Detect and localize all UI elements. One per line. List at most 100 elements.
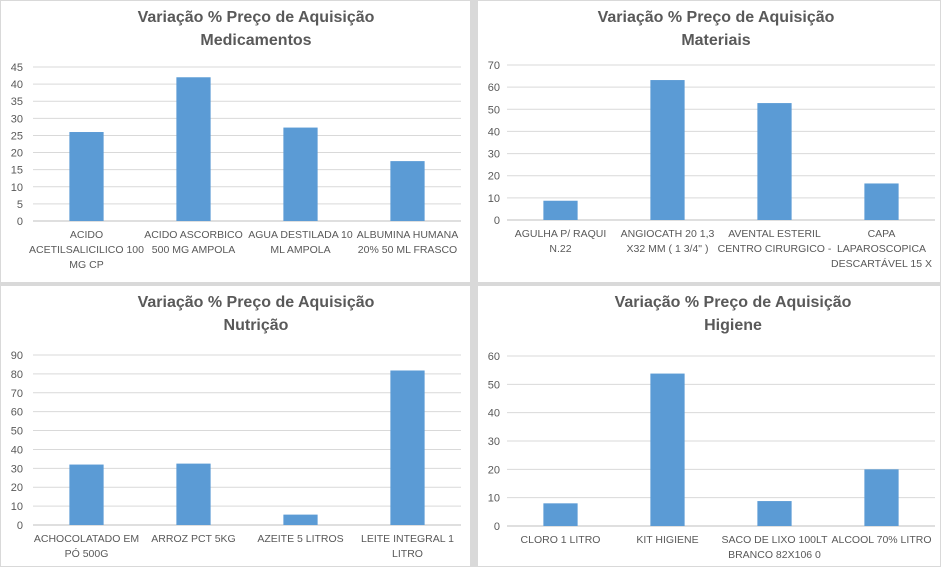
chart-panel-higiene: Variação % Preço de Aquisição Higiene 0 10 2… [477,285,941,567]
category-label-line: AZEITE 5 LITROS [257,533,343,545]
bar [69,464,104,525]
y-tick-label: 0 [17,520,23,532]
bar [864,183,899,220]
category-label: ARROZ PCT 5KG [151,533,235,545]
y-tick-label: 90 [11,350,23,362]
y-tick-label: 20 [488,464,500,476]
y-tick-label: 20 [11,482,23,494]
bar [543,200,578,220]
y-tick-label: 60 [11,407,23,419]
category-label-line: AGUA DESTILADA 10 [248,229,353,241]
category-label-line: LEITE INTEGRAL 1 [361,533,454,545]
category-label: SACO DE LIXO 100LT BRANCO 82X106 0 [721,534,828,561]
chart-panel-medicamentos: Variação % Preço de Aquisição Medicamento… [0,0,471,283]
category-label-line: ACETILSALICILICO 100 [29,244,144,256]
y-tick-label: 30 [11,463,23,475]
category-label-line: 500 MG AMPOLA [152,244,235,256]
category-label-line: N.22 [549,243,571,255]
chart-title-line: Materiais [681,32,750,49]
y-tick-label: 80 [11,369,23,381]
y-tick-label: 35 [11,96,23,108]
y-tick-label: 20 [488,171,500,183]
y-tick-label: 10 [488,193,500,205]
bar [650,373,685,526]
category-label: AGUA DESTILADA 10 ML AMPOLA [248,229,353,256]
category-label: ALBUMINA HUMANA 20% 50 ML FRASCO [357,229,459,256]
bar [176,463,211,525]
category-label: AVENTAL ESTERIL CENTRO CIRURGICO - [718,228,832,255]
chart-title-line: Higiene [704,317,762,334]
category-label: ACIDO ACETILSALICILICO 100 MG CP [29,229,144,271]
chart-panel-nutricao: Variação % Preço de Aquisição Nutrição 0 10… [0,285,471,567]
y-tick-label: 25 [11,130,23,142]
category-label: CAPA LAPAROSCOPICA DESCARTÁVEL 15 X [831,228,932,270]
category-label-line: 20% 50 ML FRASCO [358,244,457,256]
y-tick-label: 10 [11,182,23,194]
bar [390,370,425,525]
y-tick-label: 5 [17,199,23,211]
y-tick-label: 45 [11,62,23,74]
y-tick-label: 40 [488,408,500,420]
category-label-line: ALBUMINA HUMANA [357,229,459,241]
y-tick-label: 70 [11,388,23,400]
category-label-line: LAPAROSCOPICA [837,243,926,255]
bar [283,514,318,525]
category-label-line: KIT HIGIENE [636,534,698,546]
y-tick-label: 70 [488,60,500,72]
category-label: LEITE INTEGRAL 1 LITRO [361,533,454,560]
chart-svg-nutricao: Variação % Preço de Aquisição Nutrição 0 10… [11,294,461,560]
y-tick-label: 0 [17,216,23,228]
category-label-line: CAPA [868,228,896,240]
y-tick-label: 30 [488,436,500,448]
category-label-line: CLORO 1 LITRO [521,534,601,546]
category-label-line: ACIDO ASCORBICO [144,229,243,241]
y-tick-label: 50 [488,379,500,391]
category-label-line: AGULHA P/ RAQUI [515,228,607,240]
bar [757,103,792,220]
chart-svg-medicamentos: Variação % Preço de Aquisição Medicamento… [11,9,461,271]
y-tick-label: 60 [488,82,500,94]
category-label: AGULHA P/ RAQUI N.22 [515,228,607,255]
chart-svg-higiene: Variação % Preço de Aquisição Higiene 0 10 2… [488,294,935,561]
category-label: ACIDO ASCORBICO 500 MG AMPOLA [144,229,243,256]
category-label-line: CENTRO CIRURGICO - [718,243,832,255]
category-label-line: ACHOCOLATADO EM [34,533,139,545]
chart-title-line: Variação % Preço de Aquisição [598,9,835,26]
category-label: CLORO 1 LITRO [521,534,601,546]
chart-panel-materiais: Variação % Preço de Aquisição Materiais 0 1… [477,0,941,283]
category-label-line: X32 MM ( 1 3/4" ) [627,243,709,255]
category-label: AZEITE 5 LITROS [257,533,343,545]
category-label-line: ACIDO [70,229,103,241]
bar [864,469,899,526]
chart-title-line: Medicamentos [200,32,311,49]
category-label-line: DESCARTÁVEL 15 X [831,257,932,270]
bar [283,127,318,221]
y-tick-label: 50 [11,426,23,438]
bar [543,503,578,526]
y-tick-label: 40 [11,79,23,91]
category-label-line: SACO DE LIXO 100LT [721,534,828,546]
y-tick-label: 10 [488,493,500,505]
category-label-line: ML AMPOLA [270,244,330,256]
y-tick-label: 30 [11,113,23,125]
category-label-line: MG CP [69,259,103,271]
category-label: ALCOOL 70% LITRO [832,534,932,546]
y-tick-label: 50 [488,104,500,116]
chart-title-line: Variação % Preço de Aquisição [615,294,852,311]
category-label-line: PÓ 500G [65,547,109,560]
bar [757,501,792,526]
category-label-line: BRANCO 82X106 0 [728,549,821,561]
y-tick-label: 0 [494,215,500,227]
y-tick-label: 60 [488,351,500,363]
y-tick-label: 0 [494,521,500,533]
y-tick-label: 15 [11,165,23,177]
category-label: KIT HIGIENE [636,534,698,546]
bar [650,80,685,220]
category-label-line: ALCOOL 70% LITRO [832,534,932,546]
category-label: ANGIOCATH 20 1,3 X32 MM ( 1 3/4" ) [621,228,715,255]
chart-title-line: Variação % Preço de Aquisição [138,9,375,26]
y-tick-label: 10 [11,501,23,513]
bar [390,161,425,221]
category-label-line: LITRO [392,548,423,560]
y-tick-label: 40 [11,444,23,456]
